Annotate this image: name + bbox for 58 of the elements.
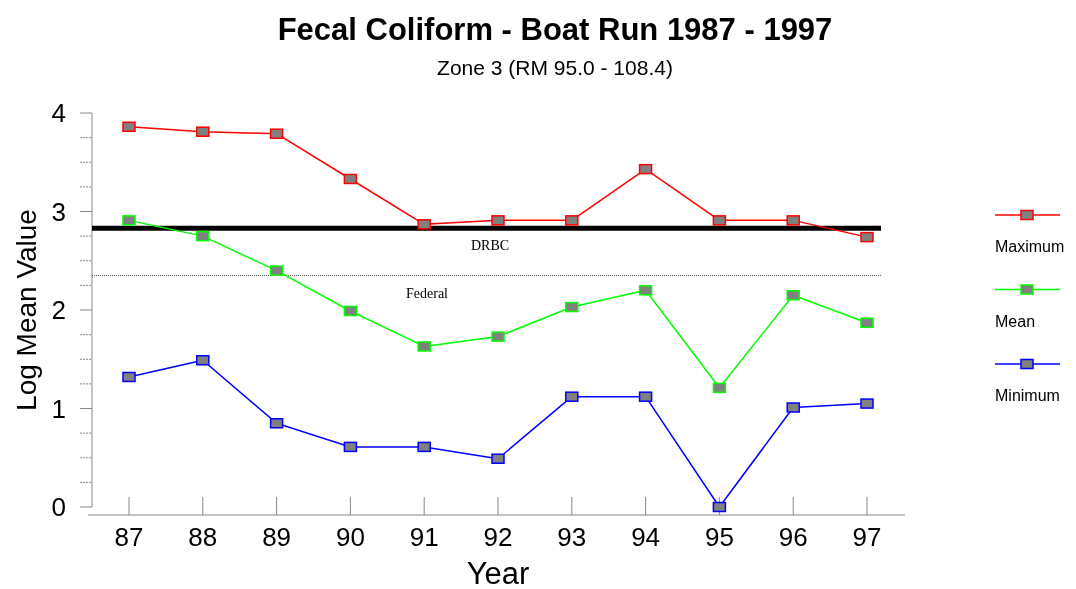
x-tick-label: 94 <box>631 522 661 552</box>
point <box>638 163 653 175</box>
x-tick-label: 90 <box>335 522 365 552</box>
x-tick-label: 96 <box>778 522 808 552</box>
point <box>491 331 505 342</box>
x-tick-label: 91 <box>409 522 439 552</box>
x-tick-label: 93 <box>557 522 587 552</box>
x-tick-label: 87 <box>114 522 144 552</box>
point <box>712 215 727 226</box>
point <box>491 215 505 226</box>
point <box>638 285 653 296</box>
y-axis-title: Log Mean Value <box>11 209 42 411</box>
point <box>122 121 136 133</box>
point <box>269 418 284 429</box>
point <box>638 391 653 402</box>
point <box>343 441 358 453</box>
point <box>196 230 210 242</box>
point <box>565 301 579 313</box>
x-axis-title: Year <box>466 556 530 589</box>
ref-line-label: DRBC <box>470 238 510 254</box>
chart-subtitle: Zone 3 (RM 95.0 - 108.4) <box>437 56 673 79</box>
point <box>860 231 874 243</box>
x-tick-label: 92 <box>483 522 513 552</box>
point <box>343 305 358 317</box>
point <box>860 317 874 329</box>
legend-label: Maximum <box>995 238 1065 255</box>
ref-line-label: Federal <box>406 285 449 301</box>
point <box>565 391 579 402</box>
y-tick-label: 2 <box>51 295 66 326</box>
point <box>786 289 800 301</box>
legend-label: Mean <box>995 312 1036 330</box>
point <box>786 215 800 226</box>
x-tick-label: 89 <box>262 522 292 552</box>
x-tick-label: 95 <box>704 522 734 552</box>
point <box>786 402 800 413</box>
x-tick-label: 97 <box>852 522 882 552</box>
y-tick-label: 4 <box>51 98 66 129</box>
point <box>491 453 505 464</box>
point <box>712 382 727 394</box>
legend-label: Minimum <box>995 387 1060 404</box>
point <box>122 215 136 226</box>
y-tick-label: 3 <box>51 196 66 227</box>
point <box>196 354 210 366</box>
y-tick-label: 1 <box>51 393 66 424</box>
point <box>417 341 431 352</box>
point <box>712 501 727 513</box>
point <box>343 173 358 185</box>
point <box>122 371 136 383</box>
x-tick-label: 88 <box>188 522 218 552</box>
point <box>417 441 431 453</box>
point <box>565 215 579 226</box>
chart-title: Fecal Coliform - Boat Run 1987 - 1997 <box>277 12 833 47</box>
point <box>196 126 210 137</box>
point <box>269 265 284 276</box>
point <box>417 219 431 230</box>
y-tick-label: 0 <box>51 492 66 523</box>
point <box>269 128 284 139</box>
point <box>860 398 874 409</box>
